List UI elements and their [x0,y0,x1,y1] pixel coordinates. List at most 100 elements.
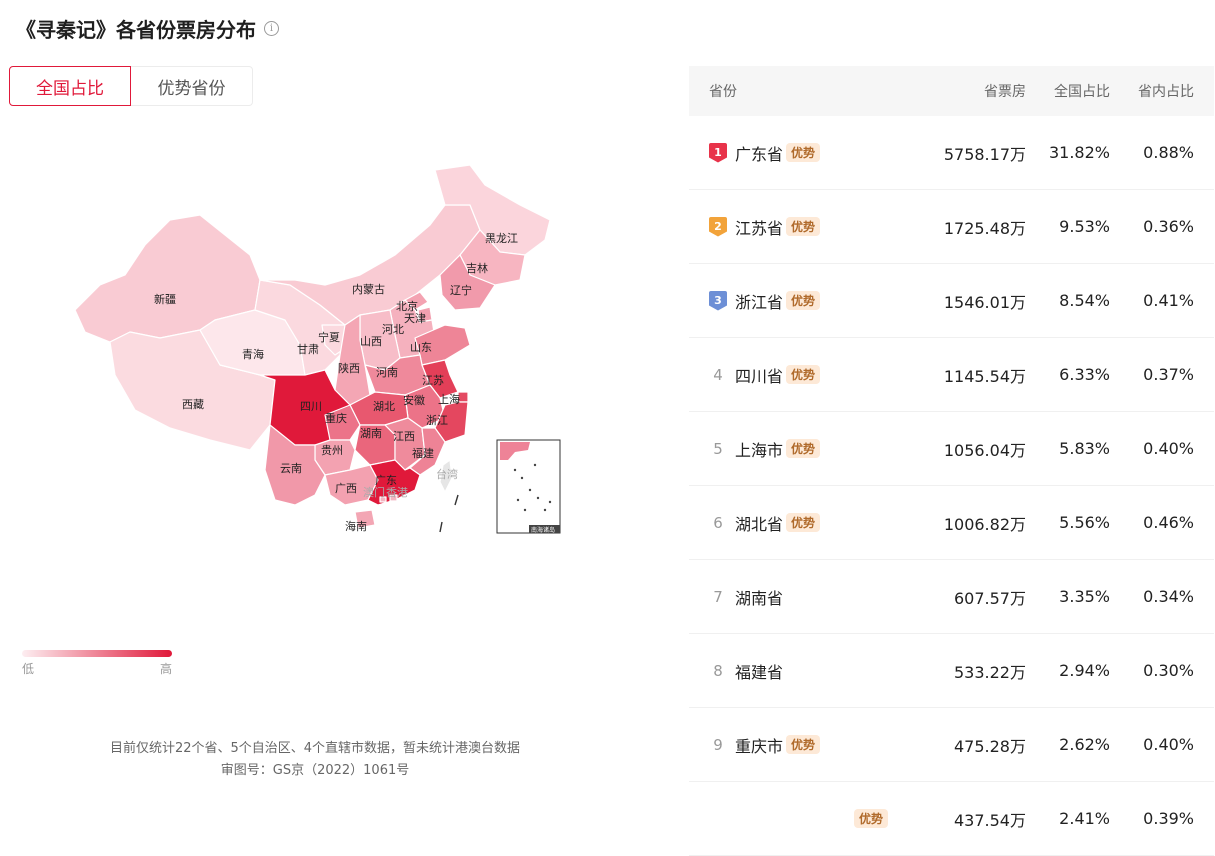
inset-label-box [529,525,560,533]
table-row[interactable]: 7 湖南省 607.57万 3.35% 0.34% [689,560,1214,634]
region-heilongjiang[interactable] [434,164,551,256]
advantage-badge: 优势 [786,365,821,384]
province-name: 福建省 [735,662,784,682]
rank-medal-icon: 3 [709,290,727,311]
table-row[interactable]: 优势 437.54万 2.41% 0.39% [689,782,1214,856]
label-chongqing: 重庆 [325,411,347,425]
national-share-value: 31.82% [1048,143,1110,162]
province-name: 四川省 [735,366,784,386]
rank-number: 8 [713,661,723,680]
footnote: 目前仅统计22个省、5个自治区、4个直辖市数据，暂未统计港澳台数据 审图号：GS… [60,738,570,782]
national-share-value: 2.41% [1059,809,1110,828]
province-cell: 1 广东省 优势 [689,141,925,165]
page-title: 《寻秦记》各省份票房分布 i [16,14,279,43]
legend-high-label: 高 [159,662,172,676]
label-yunnan: 云南 [280,462,302,475]
table-row[interactable]: 8 福建省 533.22万 2.94% 0.30% [689,634,1214,708]
province-share-value: 0.41% [1143,291,1194,310]
province-share-value: 0.88% [1143,143,1194,162]
table-header: 省份 省票房 全国占比 省内占比 [689,66,1214,116]
table-row[interactable]: 3 浙江省 优势 1546.01万 8.54% 0.41% [689,264,1214,338]
region-jiangxi[interactable] [384,417,426,471]
national-share-value: 2.62% [1059,735,1110,754]
legend-gradient-bar [22,650,172,657]
label-guangxi: 广西 [335,482,357,495]
label-anhui: 安徽 [403,393,425,407]
province-name: 浙江省 [735,292,784,312]
box-office-value: 5758.17万 [943,144,1026,164]
national-share-value: 9.53% [1059,217,1110,236]
label-shanxi: 山西 [360,335,382,348]
advantage-badge: 优势 [854,809,889,828]
province-cell: 2 江苏省 优势 [689,215,925,239]
box-office-value: 1056.04万 [943,440,1026,460]
south-sea-inset-coast [500,442,530,460]
south-sea-islands [513,463,552,512]
province-cell: 3 浙江省 优势 [689,289,925,313]
box-office-value: 1546.01万 [943,292,1026,312]
province-box-office-table: 省份 省票房 全国占比 省内占比 1 广东省 优势 5758.17万 31.82% 0.8… [689,66,1214,856]
advantage-badge: 优势 [786,143,821,162]
region-aomen[interactable] [379,496,387,503]
rank-medal-icon: 1 [709,142,727,163]
region-liaoning[interactable] [439,254,496,311]
region-taiwan[interactable] [439,459,453,493]
region-fujian[interactable] [409,427,446,476]
table-row[interactable]: 1 广东省 优势 5758.17万 31.82% 0.88% [689,116,1214,190]
tab-advantage-provinces[interactable]: 优势省份 [131,66,253,106]
table-row[interactable]: 5 上海市 优势 1056.04万 5.83% 0.40% [689,412,1214,486]
province-share-value: 0.40% [1143,735,1194,754]
region-xianggang[interactable] [389,494,398,502]
province-share-value: 0.36% [1143,217,1194,236]
label-taiwan: 台湾 [436,467,458,481]
tab-bar: 全国占比 优势省份 [9,66,253,106]
header-national-share[interactable]: 全国占比 [1054,84,1110,100]
table-row[interactable]: 2 江苏省 优势 1725.48万 9.53% 0.36% [689,190,1214,264]
boundary-dash-1 [454,494,459,506]
national-share-value: 8.54% [1059,291,1110,310]
label-guizhou: 贵州 [321,444,343,457]
label-gansu: 甘肃 [297,343,319,356]
label-qinghai: 青海 [242,347,264,361]
label-fujian: 福建 [412,446,434,460]
rank-medal-icon: 2 [709,216,727,237]
province-name: 广东省 [735,144,784,164]
rank-number: 6 [713,513,723,532]
inset-label: 南海诸岛 [531,526,555,534]
label-heilongjiang: 黑龙江 [485,232,518,245]
table-body: 1 广东省 优势 5758.17万 31.82% 0.88% 2 江苏省 优势 1725.48万 9… [689,116,1214,856]
province-cell: 8 福建省 [689,659,925,683]
province-name: 江苏省 [735,218,784,238]
province-share-value: 0.37% [1143,365,1194,384]
footnote-line-2: 审图号：GS京（2022）1061号 [220,763,410,778]
label-hunan: 湖南 [360,427,382,440]
region-guangdong[interactable] [367,459,421,506]
info-icon[interactable]: i [264,21,279,36]
header-box-office[interactable]: 省票房 [984,84,1026,100]
advantage-badge: 优势 [786,439,821,458]
label-jilin: 吉林 [466,261,488,275]
label-liaoning: 辽宁 [450,283,472,297]
rank-number: 9 [713,735,723,754]
rank-number: 5 [713,439,723,458]
province-cell: 优势 [689,809,925,828]
label-hebei: 河北 [382,323,404,336]
table-row[interactable]: 6 湖北省 优势 1006.82万 5.56% 0.46% [689,486,1214,560]
rank-number: 7 [713,587,723,606]
province-share-value: 0.46% [1143,513,1194,532]
region-yunnan[interactable] [264,424,326,506]
province-share-value: 0.39% [1143,809,1194,828]
province-name: 湖南省 [735,588,784,608]
province-cell: 6 湖北省 优势 [689,511,925,535]
table-row[interactable]: 4 四川省 优势 1145.54万 6.33% 0.37% [689,338,1214,412]
province-share-value: 0.40% [1143,439,1194,458]
tab-national-share[interactable]: 全国占比 [9,66,131,106]
legend-low-label: 低 [22,662,35,676]
region-hainan[interactable] [354,509,376,529]
box-office-value: 437.54万 [954,810,1026,830]
table-row[interactable]: 9 重庆市 优势 475.28万 2.62% 0.40% [689,708,1214,782]
region-chongqing[interactable] [324,404,361,441]
header-province-share[interactable]: 省内占比 [1138,84,1194,100]
label-xianggang: 香港 [386,486,408,499]
advantage-badge: 优势 [786,513,821,532]
